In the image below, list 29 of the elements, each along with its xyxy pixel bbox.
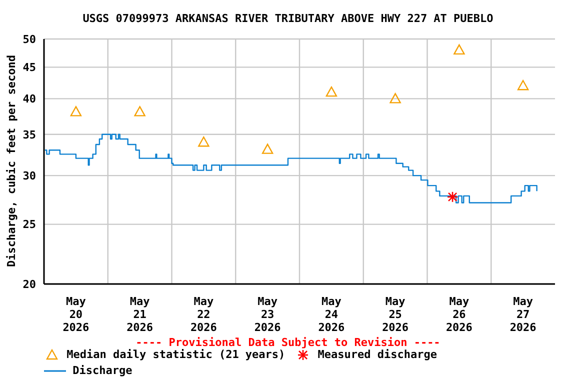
point	[262, 144, 274, 154]
chart-title: USGS 07099973 ARKANSAS RIVER TRIBUTARY ABOVE HWY 227 AT PUEBLO	[82, 12, 494, 25]
y-tick-label: 30	[22, 169, 36, 182]
x-tick-label: May 23 2026	[254, 295, 282, 334]
y-tick-label: 25	[22, 218, 36, 232]
y-tick-label: 40	[22, 92, 36, 106]
text: ---- Provisional Data Subject to Revision ----	[134, 336, 442, 349]
point	[517, 80, 529, 90]
x-tick-label: May 20 2026	[62, 295, 90, 334]
x-tick-label: May 24 2026	[318, 295, 346, 334]
legend-label: Measured discharge	[318, 348, 438, 362]
y-tick-label: 50	[22, 32, 36, 46]
point	[454, 44, 465, 55]
legend-label: Median daily statistic (21 years)	[66, 348, 286, 362]
point	[134, 106, 146, 116]
point	[70, 106, 82, 116]
legend-label: Discharge	[72, 364, 132, 378]
point	[390, 93, 401, 104]
point	[326, 86, 338, 97]
y-tick-label: 20	[22, 278, 36, 291]
x-tick-label: May 21 2026	[126, 295, 154, 334]
y-axis-title: Discharge, cubic feet per second	[5, 55, 18, 267]
x-tick-label: May 27 2026	[510, 295, 537, 334]
y-tick-label: 35	[22, 128, 36, 142]
x-tick-label: May 25 2026	[382, 295, 409, 334]
x-tick-label: May 26 2026	[446, 295, 473, 334]
x-tick-label: May 22 2026	[190, 295, 218, 334]
y-tick-label: 45	[22, 61, 36, 74]
point	[198, 136, 210, 147]
